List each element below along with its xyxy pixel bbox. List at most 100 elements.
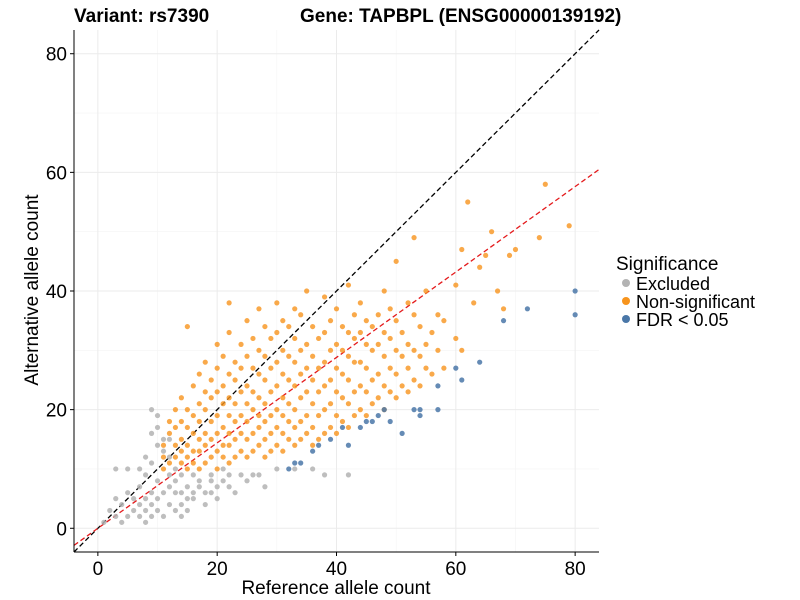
data-point-excluded bbox=[172, 466, 179, 472]
data-point-non-significant bbox=[190, 460, 196, 466]
data-point-excluded bbox=[208, 472, 214, 478]
legend-title: Significance bbox=[616, 254, 718, 275]
legend-swatch bbox=[622, 297, 630, 305]
data-point-non-significant bbox=[316, 389, 322, 395]
data-point-excluded bbox=[160, 490, 167, 496]
data-point-non-significant bbox=[435, 347, 441, 353]
data-point-excluded bbox=[184, 484, 190, 490]
data-point-non-significant bbox=[327, 318, 334, 324]
data-point-non-significant bbox=[375, 341, 381, 347]
data-point-excluded bbox=[142, 496, 149, 502]
data-point-non-significant bbox=[411, 377, 417, 383]
data-point-non-significant bbox=[250, 407, 256, 413]
x-tick-label: 0 bbox=[93, 559, 104, 580]
data-point-non-significant bbox=[310, 424, 316, 431]
data-point-non-significant bbox=[160, 454, 167, 460]
data-point-non-significant bbox=[393, 347, 399, 353]
data-point-excluded bbox=[148, 490, 155, 496]
data-point-non-significant bbox=[345, 424, 352, 431]
data-point-non-significant bbox=[250, 389, 256, 395]
data-point-non-significant bbox=[304, 412, 310, 419]
data-point-excluded bbox=[202, 501, 208, 508]
data-point-non-significant bbox=[226, 371, 232, 377]
data-point-non-significant bbox=[232, 454, 238, 460]
data-point-non-significant bbox=[405, 389, 411, 395]
data-point-non-significant bbox=[321, 430, 328, 436]
data-point-excluded bbox=[208, 478, 214, 484]
data-point-non-significant bbox=[304, 288, 310, 294]
legend-swatch bbox=[622, 279, 630, 287]
data-point-non-significant bbox=[232, 436, 238, 442]
data-point-fdr-0-05 bbox=[572, 288, 578, 294]
data-point-non-significant bbox=[387, 365, 393, 371]
data-point-non-significant bbox=[262, 418, 268, 425]
data-point-non-significant bbox=[411, 235, 417, 241]
data-point-excluded bbox=[214, 484, 220, 490]
data-point-non-significant bbox=[232, 418, 238, 425]
data-point-non-significant bbox=[280, 318, 286, 324]
data-point-non-significant bbox=[411, 347, 417, 353]
data-point-non-significant bbox=[375, 312, 381, 318]
data-point-excluded bbox=[166, 484, 173, 490]
data-point-non-significant bbox=[363, 318, 369, 324]
legend-label: FDR < 0.05 bbox=[636, 310, 729, 330]
data-point-non-significant bbox=[196, 401, 202, 407]
data-point-excluded bbox=[125, 466, 131, 472]
data-point-non-significant bbox=[202, 430, 208, 436]
data-point-excluded bbox=[196, 478, 202, 484]
data-point-fdr-0-05 bbox=[453, 365, 459, 371]
data-point-non-significant bbox=[208, 395, 214, 401]
data-point-non-significant bbox=[196, 371, 202, 377]
data-point-non-significant bbox=[298, 312, 304, 318]
data-point-non-significant bbox=[339, 323, 346, 330]
data-point-non-significant bbox=[411, 312, 417, 318]
data-point-non-significant bbox=[274, 383, 280, 389]
data-point-fdr-0-05 bbox=[298, 460, 304, 466]
data-point-non-significant bbox=[310, 323, 316, 330]
data-point-non-significant bbox=[268, 335, 274, 342]
data-point-non-significant bbox=[387, 389, 393, 395]
data-point-non-significant bbox=[351, 389, 357, 395]
data-point-non-significant bbox=[190, 430, 196, 436]
data-point-non-significant bbox=[351, 312, 357, 318]
data-point-non-significant bbox=[417, 383, 423, 389]
data-point-non-significant bbox=[363, 341, 369, 347]
data-point-non-significant bbox=[441, 318, 447, 324]
data-point-non-significant bbox=[190, 383, 196, 389]
data-point-non-significant bbox=[304, 389, 310, 395]
data-point-non-significant bbox=[327, 377, 334, 383]
data-point-non-significant bbox=[172, 454, 179, 460]
data-point-fdr-0-05 bbox=[369, 418, 375, 425]
data-point-non-significant bbox=[232, 401, 238, 407]
data-point-non-significant bbox=[202, 359, 208, 365]
data-point-non-significant bbox=[214, 412, 220, 419]
data-point-excluded bbox=[220, 478, 226, 484]
data-point-non-significant bbox=[262, 436, 268, 442]
data-point-excluded bbox=[250, 472, 256, 478]
data-point-non-significant bbox=[214, 389, 220, 395]
data-point-non-significant bbox=[208, 377, 214, 383]
data-point-fdr-0-05 bbox=[399, 430, 405, 436]
data-point-excluded bbox=[232, 490, 238, 496]
data-point-non-significant bbox=[262, 323, 268, 330]
data-point-excluded bbox=[220, 466, 226, 472]
data-point-excluded bbox=[190, 496, 196, 502]
data-point-non-significant bbox=[345, 353, 352, 359]
data-point-non-significant bbox=[333, 412, 340, 419]
data-point-excluded bbox=[178, 513, 184, 520]
data-point-non-significant bbox=[238, 341, 244, 347]
data-point-non-significant bbox=[339, 395, 346, 401]
data-point-non-significant bbox=[327, 401, 334, 407]
data-point-non-significant bbox=[494, 288, 501, 294]
data-point-non-significant bbox=[184, 407, 190, 413]
y-tick-label: 80 bbox=[46, 45, 67, 66]
data-point-non-significant bbox=[292, 335, 298, 342]
data-point-excluded bbox=[166, 501, 173, 508]
data-point-non-significant bbox=[453, 335, 459, 342]
y-tick-label: 0 bbox=[56, 519, 67, 540]
data-point-non-significant bbox=[178, 460, 184, 466]
data-point-non-significant bbox=[542, 181, 548, 187]
data-point-excluded bbox=[184, 507, 190, 514]
data-point-excluded bbox=[160, 513, 167, 520]
data-point-non-significant bbox=[536, 235, 542, 241]
